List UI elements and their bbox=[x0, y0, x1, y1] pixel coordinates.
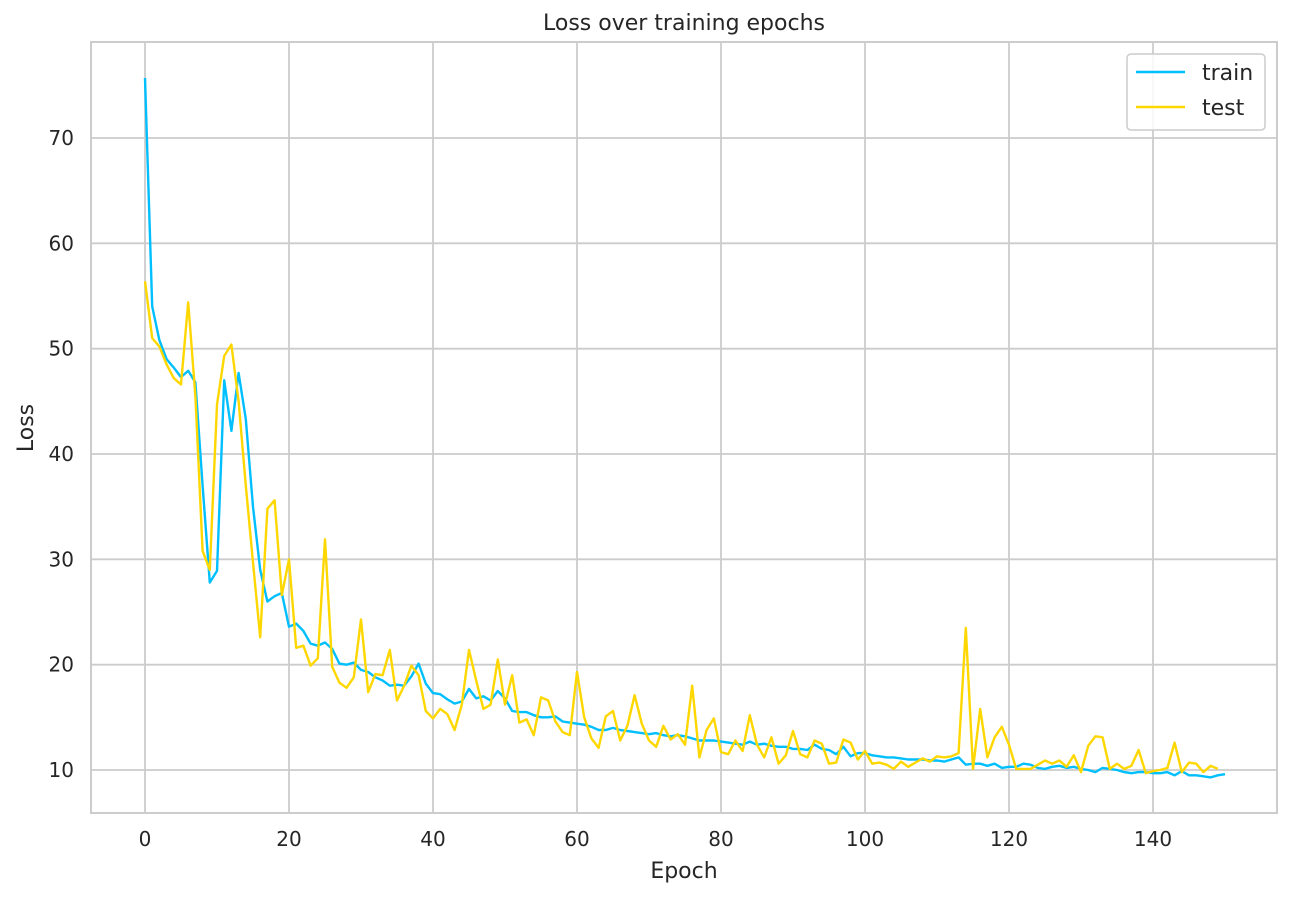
x-tick-label: 140 bbox=[1134, 827, 1172, 851]
x-tick-label: 0 bbox=[139, 827, 152, 851]
y-tick-label: 20 bbox=[49, 653, 74, 677]
x-tick-label: 20 bbox=[276, 827, 301, 851]
y-axis-label: Loss bbox=[14, 404, 39, 452]
series-lines bbox=[143, 77, 1226, 779]
x-tick-label: 80 bbox=[708, 827, 733, 851]
legend: train test bbox=[1126, 53, 1266, 131]
y-tick-label: 50 bbox=[49, 337, 74, 361]
legend-train-label: train bbox=[1202, 61, 1253, 86]
x-tick-label: 40 bbox=[420, 827, 445, 851]
x-tick-labels: 0 20 40 60 80 100 120 140 bbox=[139, 827, 1172, 851]
x-tick-label: 100 bbox=[846, 827, 884, 851]
x-axis-label: Epoch bbox=[650, 859, 717, 884]
test-loss-line bbox=[143, 281, 1219, 775]
legend-test-label: test bbox=[1202, 96, 1245, 121]
plot-area-frame bbox=[90, 41, 1278, 814]
y-tick-label: 70 bbox=[49, 126, 74, 150]
y-tick-label: 10 bbox=[49, 758, 74, 782]
y-tick-labels: 10 20 30 40 50 60 70 bbox=[49, 126, 74, 782]
x-tick-label: 60 bbox=[564, 827, 589, 851]
y-tick-label: 40 bbox=[49, 442, 74, 466]
y-tick-label: 60 bbox=[49, 231, 74, 255]
y-tick-label: 30 bbox=[49, 547, 74, 571]
chart-title: Loss over training epochs bbox=[543, 11, 825, 36]
x-tick-label: 120 bbox=[990, 827, 1028, 851]
